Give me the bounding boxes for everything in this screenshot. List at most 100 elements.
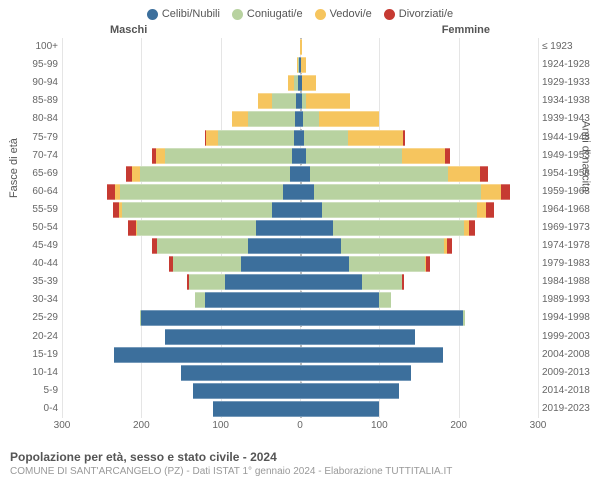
seg-c — [300, 383, 399, 399]
chart-subtitle: COMUNE DI SANT'ARCANGELO (PZ) - Dati IST… — [10, 464, 590, 477]
legend-label: Vedovi/e — [330, 8, 372, 20]
x-tick: 200 — [450, 420, 467, 431]
male-bar — [62, 202, 300, 218]
seg-c — [248, 238, 300, 254]
female-bar — [300, 274, 538, 290]
legend: Celibi/NubiliConiugati/eVedovi/eDivorzia… — [10, 8, 590, 24]
seg-m — [306, 148, 401, 164]
bar-row — [62, 148, 538, 164]
male-bar — [62, 75, 300, 91]
female-bar — [300, 329, 538, 345]
seg-m — [362, 274, 402, 290]
seg-w — [232, 111, 248, 127]
seg-c — [300, 365, 411, 381]
age-tick: 40-44 — [10, 255, 58, 273]
seg-m — [314, 184, 481, 200]
female-header: Femmine — [442, 24, 490, 36]
female-bar — [300, 347, 538, 363]
seg-w — [402, 148, 446, 164]
seg-m — [310, 166, 449, 182]
age-tick: 5-9 — [10, 382, 58, 400]
male-bar — [62, 148, 300, 164]
seg-m — [463, 310, 465, 326]
male-bar — [62, 39, 300, 55]
seg-c — [141, 310, 300, 326]
seg-w — [477, 202, 487, 218]
bar-row — [62, 184, 538, 200]
bar-row — [62, 256, 538, 272]
seg-c — [300, 166, 310, 182]
y-axis-age: 100+95-9990-9485-8980-8475-7970-7465-696… — [10, 38, 62, 418]
legend-swatch — [315, 9, 326, 20]
age-tick: 35-39 — [10, 273, 58, 291]
male-bar — [62, 365, 300, 381]
birth-tick: 1984-1988 — [542, 273, 590, 291]
seg-m — [304, 130, 348, 146]
seg-c — [300, 292, 379, 308]
age-tick: 45-49 — [10, 237, 58, 255]
bar-row — [62, 75, 538, 91]
male-header: Maschi — [110, 24, 147, 36]
birth-tick: 1964-1968 — [542, 201, 590, 219]
age-tick: 10-14 — [10, 364, 58, 382]
seg-d — [480, 166, 488, 182]
female-bar — [300, 75, 538, 91]
seg-c — [292, 148, 300, 164]
seg-c — [213, 401, 300, 417]
bar-row — [62, 292, 538, 308]
female-bar — [300, 166, 538, 182]
seg-w — [156, 148, 166, 164]
seg-c — [300, 274, 362, 290]
bar-row — [62, 130, 538, 146]
legend-label: Coniugati/e — [247, 8, 303, 20]
male-bar — [62, 93, 300, 109]
seg-m — [157, 238, 248, 254]
seg-w — [258, 93, 272, 109]
bars-container — [62, 38, 538, 418]
birth-tick: 2019-2023 — [542, 400, 590, 418]
seg-d — [486, 202, 494, 218]
seg-m — [173, 256, 240, 272]
seg-d — [403, 130, 405, 146]
age-tick: 85-89 — [10, 92, 58, 110]
seg-d — [445, 148, 450, 164]
footer: Popolazione per età, sesso e stato civil… — [10, 438, 590, 477]
x-tick: 100 — [371, 420, 388, 431]
y-axis-birth: ≤ 19231924-19281929-19331934-19381939-19… — [538, 38, 590, 418]
seg-w — [206, 130, 218, 146]
population-pyramid-chart: Celibi/NubiliConiugati/eVedovi/eDivorzia… — [0, 0, 600, 500]
seg-c — [300, 401, 379, 417]
age-tick: 20-24 — [10, 328, 58, 346]
female-bar — [300, 292, 538, 308]
legend-label: Celibi/Nubili — [162, 8, 220, 20]
bar-row — [62, 202, 538, 218]
male-bar — [62, 130, 300, 146]
bar-row — [62, 57, 538, 73]
seg-w — [348, 130, 404, 146]
seg-c — [241, 256, 301, 272]
x-tick: 0 — [297, 420, 303, 431]
x-tick: 200 — [133, 420, 150, 431]
male-bar — [62, 111, 300, 127]
male-bar — [62, 274, 300, 290]
seg-m — [122, 202, 273, 218]
birth-tick: 1934-1938 — [542, 92, 590, 110]
birth-tick: ≤ 1923 — [542, 38, 590, 56]
female-bar — [300, 202, 538, 218]
seg-m — [272, 93, 296, 109]
male-bar — [62, 256, 300, 272]
seg-c — [300, 310, 463, 326]
birth-tick: 1974-1978 — [542, 237, 590, 255]
male-bar — [62, 238, 300, 254]
female-bar — [300, 401, 538, 417]
seg-c — [225, 274, 300, 290]
x-tick: 300 — [54, 420, 71, 431]
male-bar — [62, 166, 300, 182]
male-bar — [62, 292, 300, 308]
seg-c — [300, 329, 415, 345]
bar-row — [62, 238, 538, 254]
birth-tick: 1999-2003 — [542, 328, 590, 346]
male-bar — [62, 310, 300, 326]
seg-m — [349, 256, 424, 272]
chart-title: Popolazione per età, sesso e stato civil… — [10, 450, 590, 464]
